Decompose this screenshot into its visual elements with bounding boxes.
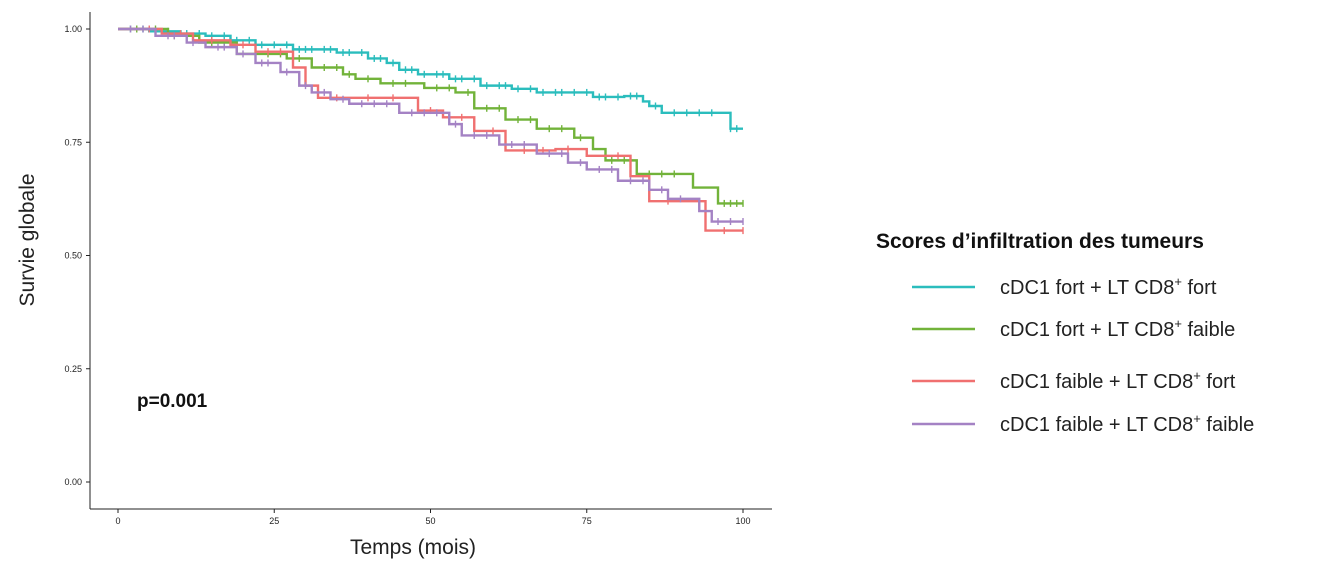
x-tick-label: 25 xyxy=(269,516,279,526)
x-tick-label: 0 xyxy=(115,516,120,526)
y-tick-label: 0.50 xyxy=(64,251,82,261)
y-tick-label: 0.00 xyxy=(64,477,82,487)
y-tick-label: 0.25 xyxy=(64,364,82,374)
x-tick-label: 100 xyxy=(735,516,750,526)
x-axis-title: Temps (mois) xyxy=(350,536,476,559)
legend-label-2: cDC1 fort + LT CD8+ faible xyxy=(1000,316,1235,341)
axis-ticks: 0 25 50 75 100 0.00 0.25 0.50 0.75 1.00 xyxy=(64,24,750,526)
legend-title: Scores d’infiltration des tumeurs xyxy=(876,230,1204,253)
legend-label-4: cDC1 faible + LT CD8+ faible xyxy=(1000,411,1254,436)
y-tick-label: 0.75 xyxy=(64,137,82,147)
x-tick-label: 75 xyxy=(582,516,592,526)
series-2-curve xyxy=(118,27,743,205)
legend: Scores d’infiltration des tumeurs cDC1 f… xyxy=(876,230,1254,436)
legend-label-3: cDC1 faible + LT CD8+ fort xyxy=(1000,368,1236,393)
axes xyxy=(89,12,772,510)
series-3-curve xyxy=(118,27,743,232)
y-tick-label: 1.00 xyxy=(64,24,82,34)
legend-label-1: cDC1 fort + LT CD8+ fort xyxy=(1000,274,1217,299)
p-value-annotation: p=0.001 xyxy=(137,391,208,412)
y-axis-title: Survie globale xyxy=(16,173,39,306)
series-1-curve xyxy=(118,27,743,130)
survival-curves xyxy=(118,25,744,235)
x-tick-label: 50 xyxy=(425,516,435,526)
